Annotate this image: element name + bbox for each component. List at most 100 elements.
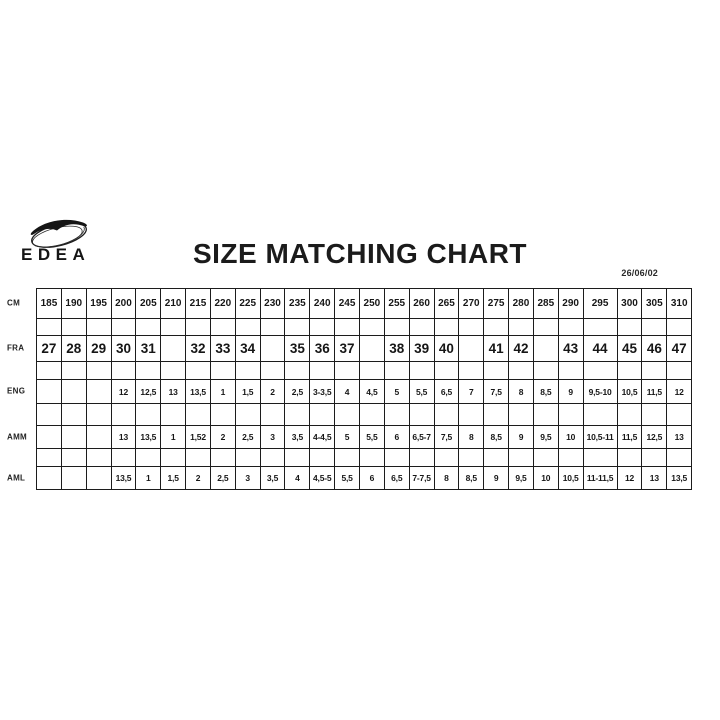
- table-cell: [259, 403, 286, 426]
- table-cell: 280: [508, 288, 534, 319]
- table-cell: [458, 361, 485, 380]
- table-cell: 5,5: [334, 466, 360, 490]
- table-cell: [334, 448, 360, 467]
- table-cell: [458, 335, 485, 362]
- table-cell: [433, 403, 460, 426]
- table-cell: [334, 403, 360, 426]
- table-cell: [557, 318, 584, 336]
- table-cell: 245: [334, 288, 360, 319]
- table-cell: [234, 403, 261, 426]
- page-title: SIZE MATCHING CHART: [192, 238, 528, 269]
- table-cell: [616, 318, 643, 336]
- table-cell: 9: [557, 379, 584, 404]
- table-cell: 275: [483, 288, 510, 319]
- table-cell: 250: [358, 288, 385, 319]
- table-cell: 46: [641, 335, 668, 362]
- table-cell: 4: [284, 466, 311, 490]
- table-cell: [284, 403, 311, 426]
- table-cell: 1,5: [234, 379, 261, 404]
- table-cell: [458, 448, 485, 467]
- table-cell: [532, 318, 559, 336]
- table-cell: 27: [36, 335, 62, 362]
- table-cell: [433, 318, 460, 336]
- table-cell: [135, 403, 162, 426]
- table-cell: 265: [433, 288, 460, 319]
- table-cell: [234, 318, 261, 336]
- table-spacer-row: [36, 403, 693, 426]
- table-cell: 10,5-11: [582, 425, 618, 449]
- table-cell: 39: [408, 335, 435, 362]
- table-cell: [358, 361, 385, 380]
- table-cell: 5,5: [358, 425, 385, 449]
- table-cell: 12,5: [135, 379, 162, 404]
- table-cell: [358, 448, 385, 467]
- edea-swoosh-icon: [30, 219, 87, 248]
- table-cell: 29: [85, 335, 112, 362]
- table-cell: [259, 448, 286, 467]
- table-row-eng: 12 12,5 13 13,5 1 1,5 2 2,5 3-3,5 4 4,5 5 5,5 6,5 7 7,5…: [36, 379, 693, 404]
- table-cell: [383, 448, 410, 467]
- table-cell: 12: [110, 379, 137, 404]
- table-cell: [641, 361, 668, 380]
- table-cell: 13: [110, 425, 137, 449]
- table-cell: [259, 361, 286, 380]
- table-cell: [641, 448, 668, 467]
- table-cell: 200: [110, 288, 137, 319]
- table-cell: [483, 403, 510, 426]
- table-cell: [85, 403, 112, 426]
- table-cell: 36: [309, 335, 336, 362]
- table-cell: 13,5: [666, 466, 693, 490]
- table-cell: 9: [483, 466, 510, 490]
- table-cell: [483, 448, 510, 467]
- table-cell: 9,5-10: [582, 379, 618, 404]
- table-cell: [85, 448, 112, 467]
- table-cell: [532, 448, 559, 467]
- table-cell: 240: [309, 288, 336, 319]
- table-cell: [209, 448, 236, 467]
- table-cell: [616, 448, 643, 467]
- table-row-amm: 13 13,5 1 1,52 2 2,5 3 3,5 4-4,5 5 5,5 6 6,5-7 7,5 8 8,…: [36, 425, 693, 449]
- table-cell: [259, 335, 286, 362]
- edea-logo-text: EDEA: [21, 245, 91, 264]
- table-cell: 5: [383, 379, 410, 404]
- table-cell: [666, 361, 693, 380]
- table-cell: [666, 318, 693, 336]
- table-cell: 310: [666, 288, 693, 319]
- table-cell: [234, 361, 261, 380]
- table-cell: 260: [408, 288, 435, 319]
- table-cell: 9,5: [532, 425, 559, 449]
- table-cell: [60, 425, 87, 449]
- table-cell: 13,5: [185, 379, 211, 404]
- table-cell: 290: [557, 288, 584, 319]
- table-spacer-row: [36, 448, 693, 467]
- table-cell: [458, 403, 485, 426]
- table-cell: [358, 335, 385, 362]
- table-cell: [508, 318, 534, 336]
- table-cell: 185: [36, 288, 62, 319]
- table-cell: 10,5: [616, 379, 643, 404]
- table-cell: [36, 466, 62, 490]
- table-cell: 4,5: [358, 379, 385, 404]
- table-cell: [160, 335, 187, 362]
- table-cell: 3,5: [284, 425, 311, 449]
- table-cell: [508, 403, 534, 426]
- table-cell: 3-3,5: [309, 379, 336, 404]
- table-cell: 8,5: [458, 466, 485, 490]
- size-table: 185 190 195 200 205 210 215 220 225 230 235 240 245 2…: [36, 288, 693, 490]
- table-cell: 11-11,5: [582, 466, 618, 490]
- table-cell: 13,5: [110, 466, 137, 490]
- table-cell: [185, 448, 211, 467]
- table-cell: 235: [284, 288, 311, 319]
- table-cell: 215: [185, 288, 211, 319]
- table-cell: 13: [666, 425, 693, 449]
- table-cell: [60, 466, 87, 490]
- table-cell: 13: [160, 379, 187, 404]
- table-cell: 300: [616, 288, 643, 319]
- table-cell: 35: [284, 335, 311, 362]
- table-cell: [85, 466, 112, 490]
- table-cell: 270: [458, 288, 485, 319]
- table-cell: [408, 448, 435, 467]
- table-cell: [36, 425, 62, 449]
- table-cell: 45: [616, 335, 643, 362]
- table-cell: [110, 361, 137, 380]
